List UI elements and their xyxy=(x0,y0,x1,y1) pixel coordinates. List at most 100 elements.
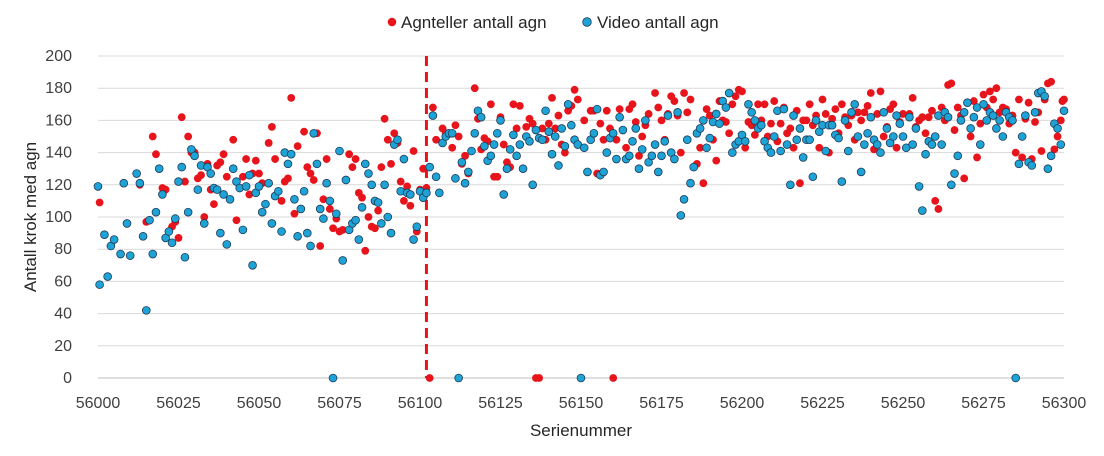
video-point xyxy=(328,373,338,383)
agnteller-point xyxy=(596,119,605,128)
video-point xyxy=(364,169,373,178)
x-tick-label: 56200 xyxy=(720,395,765,412)
video-point xyxy=(631,124,641,133)
agnteller-point xyxy=(622,143,630,152)
video-point xyxy=(357,203,367,212)
video-point xyxy=(193,185,203,194)
video-point xyxy=(142,306,151,315)
agnteller-point xyxy=(821,110,830,118)
agnteller-point xyxy=(1015,95,1023,104)
agnteller-point xyxy=(300,127,308,136)
agnteller-point xyxy=(599,135,608,144)
video-point xyxy=(715,119,724,128)
video-point xyxy=(863,128,872,138)
video-point xyxy=(454,373,463,383)
agnteller-point xyxy=(451,121,460,130)
video-point xyxy=(895,119,905,128)
video-point xyxy=(560,141,570,151)
video-point xyxy=(360,159,370,169)
video-point xyxy=(380,180,389,190)
video-point xyxy=(721,103,731,112)
video-point xyxy=(776,146,785,156)
agnteller-point xyxy=(676,148,685,157)
agnteller-point xyxy=(364,213,373,221)
video-point xyxy=(657,151,666,161)
agnteller-point xyxy=(725,129,734,138)
video-point xyxy=(386,228,396,238)
video-point xyxy=(843,146,853,156)
video-point xyxy=(757,120,766,130)
agnteller-point xyxy=(377,163,386,171)
agnteller-point xyxy=(631,118,640,126)
agnteller-point xyxy=(731,92,740,101)
video-point xyxy=(1008,116,1017,125)
agnteller-point xyxy=(1053,132,1062,141)
video-point xyxy=(785,180,795,190)
video-point xyxy=(966,124,975,133)
video-point xyxy=(634,164,644,174)
agnteller-point xyxy=(470,84,479,93)
agnteller-point xyxy=(306,169,315,178)
legend-label-video: Video antall agn xyxy=(597,13,719,32)
video-point xyxy=(1043,164,1053,174)
video-point xyxy=(341,175,351,185)
video-point xyxy=(647,151,657,161)
agnteller-point xyxy=(892,143,901,152)
video-point xyxy=(982,116,992,125)
agnteller-point xyxy=(921,129,930,138)
video-point xyxy=(905,112,914,122)
video-point xyxy=(502,164,512,174)
video-point xyxy=(950,169,959,178)
video-point xyxy=(866,112,876,122)
video-point xyxy=(377,219,386,228)
video-point xyxy=(261,199,270,209)
video-point xyxy=(457,157,467,167)
video-point xyxy=(463,167,473,177)
video-point xyxy=(544,127,554,136)
video-point xyxy=(995,116,1004,125)
agnteller-point xyxy=(284,174,292,183)
agnteller-point xyxy=(728,100,737,109)
agnteller-point xyxy=(683,108,692,117)
video-point xyxy=(567,120,576,130)
agnteller-point xyxy=(293,142,302,151)
agnteller-point xyxy=(750,130,759,139)
video-point xyxy=(505,145,515,154)
agnteller-point xyxy=(267,122,276,131)
agnteller-point xyxy=(686,95,695,104)
video-point xyxy=(399,154,409,164)
video-point xyxy=(225,194,235,204)
video-point xyxy=(393,135,402,145)
agnteller-point xyxy=(325,205,334,213)
agnteller-point xyxy=(908,93,917,102)
agnteller-point xyxy=(831,105,840,114)
agnteller-point xyxy=(705,111,714,120)
video-point xyxy=(296,204,306,214)
agnteller-point xyxy=(953,103,962,112)
video-point xyxy=(953,151,963,161)
legend-label-agnteller: Agnteller antall agn xyxy=(401,13,547,32)
video-point xyxy=(689,162,698,172)
video-point xyxy=(538,135,547,145)
video-point xyxy=(650,140,660,149)
video-point xyxy=(937,140,946,149)
video-point xyxy=(183,207,193,217)
x-tick-label: 56275 xyxy=(961,395,1006,412)
agnteller-point xyxy=(638,132,647,141)
gridlines xyxy=(98,55,1064,379)
agnteller-point xyxy=(1047,77,1056,86)
video-point xyxy=(769,132,779,141)
video-point xyxy=(911,124,921,133)
agnteller-point xyxy=(345,150,354,159)
video-point xyxy=(116,249,125,259)
agnteller-point xyxy=(374,206,383,215)
agnteller-point xyxy=(177,113,186,122)
video-point xyxy=(837,177,847,186)
video-point xyxy=(782,140,792,149)
agnteller-point xyxy=(615,105,624,114)
y-tick-label: 80 xyxy=(54,241,72,258)
video-point xyxy=(412,222,422,231)
video-point xyxy=(930,132,940,141)
agnteller-point xyxy=(873,110,882,118)
video-point xyxy=(724,88,734,98)
